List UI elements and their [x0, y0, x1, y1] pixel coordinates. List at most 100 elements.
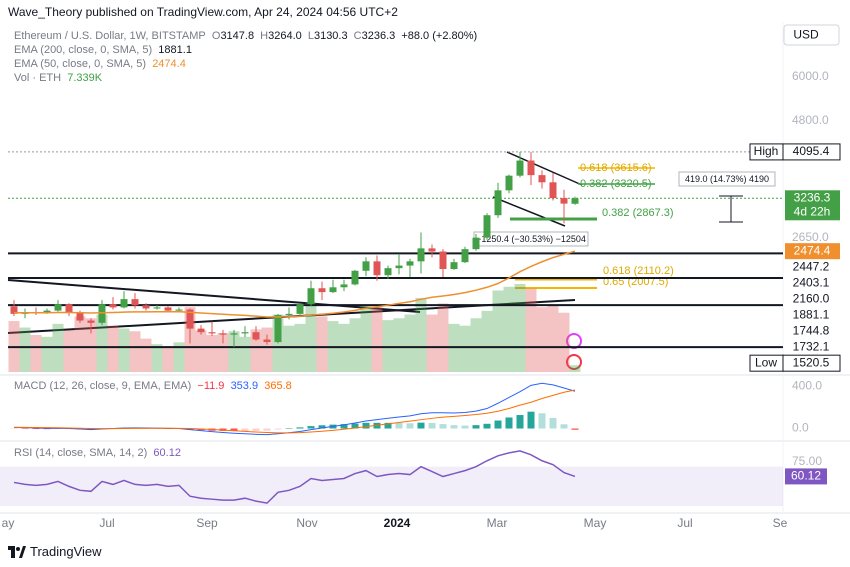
- volume-bar: [162, 346, 174, 372]
- candle-body: [219, 333, 227, 335]
- logo-icon: [8, 545, 26, 558]
- y-tick-label: 400.0: [792, 379, 822, 393]
- candle-body: [527, 160, 535, 176]
- volume-bar: [261, 327, 273, 372]
- volume-bar: [525, 288, 537, 372]
- volume-bar: [437, 303, 449, 372]
- volume-bar: [349, 318, 361, 372]
- y-tick-label: 2650.0: [792, 230, 829, 244]
- candle-body: [43, 310, 51, 313]
- attribution: Wave_Theory published on TradingView.com…: [8, 5, 398, 19]
- indicator-value: 365.8: [264, 380, 292, 392]
- candle-body: [461, 249, 469, 263]
- volume-bar: [492, 290, 504, 372]
- trend-line: [7, 279, 421, 313]
- candle-body: [417, 248, 425, 262]
- macd-histogram-bar: [428, 422, 436, 429]
- macd-histogram-bar: [450, 425, 458, 429]
- y-tick-label: 6000.0: [792, 69, 829, 83]
- price-label: 2447.2: [793, 259, 830, 273]
- level-tag: Low: [755, 355, 777, 369]
- fib-label: 0.618 (3615.6): [580, 162, 652, 174]
- macd-histogram-bar: [241, 428, 249, 431]
- volume-bar: [426, 314, 438, 372]
- price-badge: [785, 190, 840, 221]
- indicator-label: RSI (14, close, SMA, 14, 2): [14, 447, 148, 459]
- x-tick-label: ay: [2, 516, 15, 530]
- volume-bar: [305, 302, 317, 372]
- volume-bar: [569, 365, 581, 372]
- candle-body: [10, 306, 18, 314]
- candle-body: [175, 309, 183, 311]
- volume-bar: [470, 318, 482, 372]
- indicator-label: EMA (50, close, 0, SMA, 5): [14, 58, 147, 70]
- candle-body: [340, 284, 348, 288]
- price-label: 1520.5: [793, 355, 830, 369]
- macd-histogram-bar: [516, 415, 524, 429]
- macd-histogram-bar: [252, 428, 260, 431]
- candle-body: [395, 265, 403, 269]
- price-label: 1744.8: [793, 323, 830, 337]
- candle-body: [538, 175, 546, 183]
- volume-bar: [503, 286, 515, 372]
- price-tag: 4d 22h: [794, 204, 831, 218]
- volume-bar: [536, 307, 548, 372]
- volume-bar: [19, 327, 31, 372]
- candle-body: [351, 270, 359, 285]
- volume-bar: [107, 325, 119, 372]
- volume-bar: [547, 305, 559, 372]
- x-tick-label: Jul: [99, 516, 114, 530]
- macd-histogram-bar: [439, 424, 447, 429]
- candle-body: [87, 320, 95, 323]
- rsi-line: [13, 450, 576, 504]
- ema-line: [14, 250, 576, 318]
- indicator-label: EMA (200, close, 0, SMA, 5): [14, 44, 153, 56]
- legend-row: EMA (200, close, 0, SMA, 5) 1881.1: [14, 43, 480, 57]
- x-tick-label: 2024: [384, 516, 411, 530]
- candle-body: [142, 305, 150, 309]
- indicator-value: 7.339K: [67, 72, 103, 84]
- candle-body: [296, 304, 304, 314]
- macd-histogram-bar: [461, 425, 469, 429]
- macd-histogram-bar: [285, 428, 293, 429]
- legend-row: EMA (50, close, 0, SMA, 5) 2474.4: [14, 57, 480, 71]
- ohlc-value: 3147.8: [220, 30, 255, 42]
- event-icon[interactable]: [566, 354, 582, 370]
- price-label: 2403.1: [793, 275, 830, 289]
- currency-label[interactable]: USD: [793, 28, 819, 42]
- candle-body: [307, 288, 315, 305]
- volume-bar: [140, 338, 152, 372]
- volume-bar: [151, 344, 163, 372]
- macd-histogram-bar: [571, 428, 579, 430]
- candle-body: [439, 251, 447, 270]
- candle-body: [428, 248, 436, 252]
- macd-histogram-bar: [54, 428, 62, 430]
- volume-bar: [481, 310, 493, 372]
- macd-histogram-bar: [483, 423, 491, 429]
- candle-body: [230, 333, 238, 335]
- x-tick-label: Nov: [296, 516, 317, 530]
- currency-button[interactable]: [783, 24, 840, 46]
- macd-histogram-bar: [186, 428, 194, 430]
- candle-body: [384, 268, 392, 276]
- legend: Ethereum / U.S. Dollar, 1W, BITSTAMP O31…: [14, 29, 480, 85]
- legend-row: Ethereum / U.S. Dollar, 1W, BITSTAMP O31…: [14, 29, 480, 43]
- rsi-badge-label: 60.12: [791, 469, 821, 483]
- volume-bar: [558, 312, 570, 372]
- macd-histogram-bar: [43, 428, 51, 430]
- price-label: 4095.4: [793, 144, 830, 158]
- ohlc-prefix: L: [307, 30, 314, 42]
- measure-box: [678, 171, 776, 187]
- volume-bar: [239, 336, 251, 372]
- macd-histogram-bar: [87, 428, 95, 430]
- ohlc-prefix: H: [260, 30, 269, 42]
- candle-body: [329, 287, 337, 293]
- macd-histogram-bar: [10, 428, 18, 430]
- candle-body: [516, 160, 524, 176]
- volume-bar: [371, 307, 383, 372]
- price-label: 1881.1: [793, 307, 830, 321]
- x-tick-label: Sep: [196, 516, 218, 530]
- candle-body: [76, 312, 84, 321]
- indicator-value: 2474.4: [152, 58, 186, 70]
- macd-histogram-bar: [340, 424, 348, 429]
